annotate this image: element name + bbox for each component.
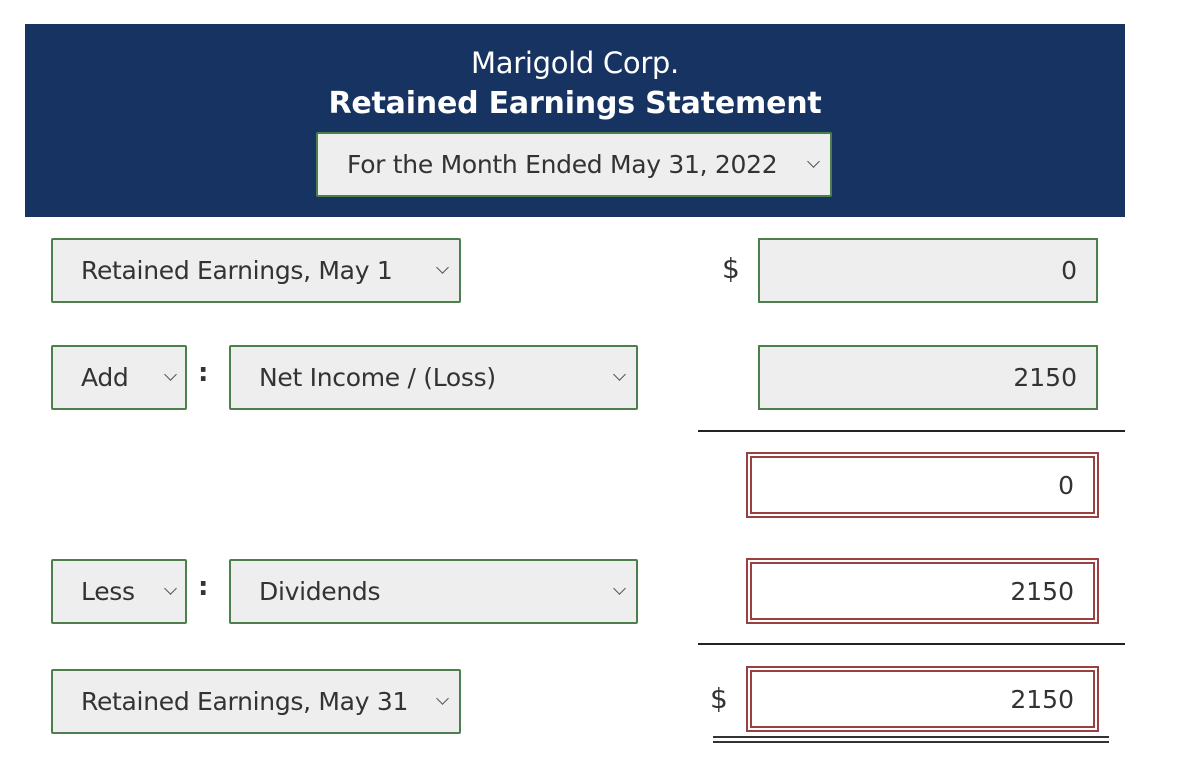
beginning-balance-label: Retained Earnings, May 1 [81, 256, 393, 285]
ending-balance-input[interactable]: 2150 [746, 666, 1099, 732]
ending-balance-select[interactable]: Retained Earnings, May 31 [51, 669, 461, 734]
add-item-label: Net Income / (Loss) [259, 363, 496, 392]
subtotal-input[interactable]: 0 [746, 452, 1099, 518]
double-underline [713, 736, 1109, 743]
chevron-down-icon [613, 581, 626, 595]
total-rule [698, 643, 1125, 645]
add-item-select[interactable]: Net Income / (Loss) [229, 345, 638, 410]
dividends-input[interactable]: 2150 [746, 558, 1099, 624]
separator-colon: : [198, 572, 209, 602]
currency-symbol: $ [710, 682, 728, 715]
net-income-input[interactable]: 2150 [758, 345, 1098, 410]
less-item-label: Dividends [259, 577, 381, 606]
company-name: Marigold Corp. [471, 46, 679, 80]
add-operator-label: Add [81, 363, 129, 392]
period-select[interactable]: For the Month Ended May 31, 2022 [316, 132, 832, 197]
less-operator-label: Less [81, 577, 135, 606]
statement-title: Retained Earnings Statement [328, 86, 822, 121]
less-item-select[interactable]: Dividends [229, 559, 638, 624]
beginning-balance-input[interactable]: 0 [758, 238, 1098, 303]
beginning-balance-select[interactable]: Retained Earnings, May 1 [51, 238, 461, 303]
less-operator-select[interactable]: Less [51, 559, 187, 624]
chevron-down-icon [164, 367, 177, 381]
separator-colon: : [198, 358, 209, 388]
ending-balance-label: Retained Earnings, May 31 [81, 687, 409, 716]
currency-symbol: $ [722, 252, 740, 285]
subtotal-rule [698, 430, 1125, 432]
chevron-down-icon [164, 581, 177, 595]
period-select-label: For the Month Ended May 31, 2022 [347, 150, 778, 179]
chevron-down-icon [807, 154, 820, 168]
chevron-down-icon [436, 260, 449, 274]
chevron-down-icon [436, 691, 449, 705]
add-operator-select[interactable]: Add [51, 345, 187, 410]
chevron-down-icon [613, 367, 626, 381]
